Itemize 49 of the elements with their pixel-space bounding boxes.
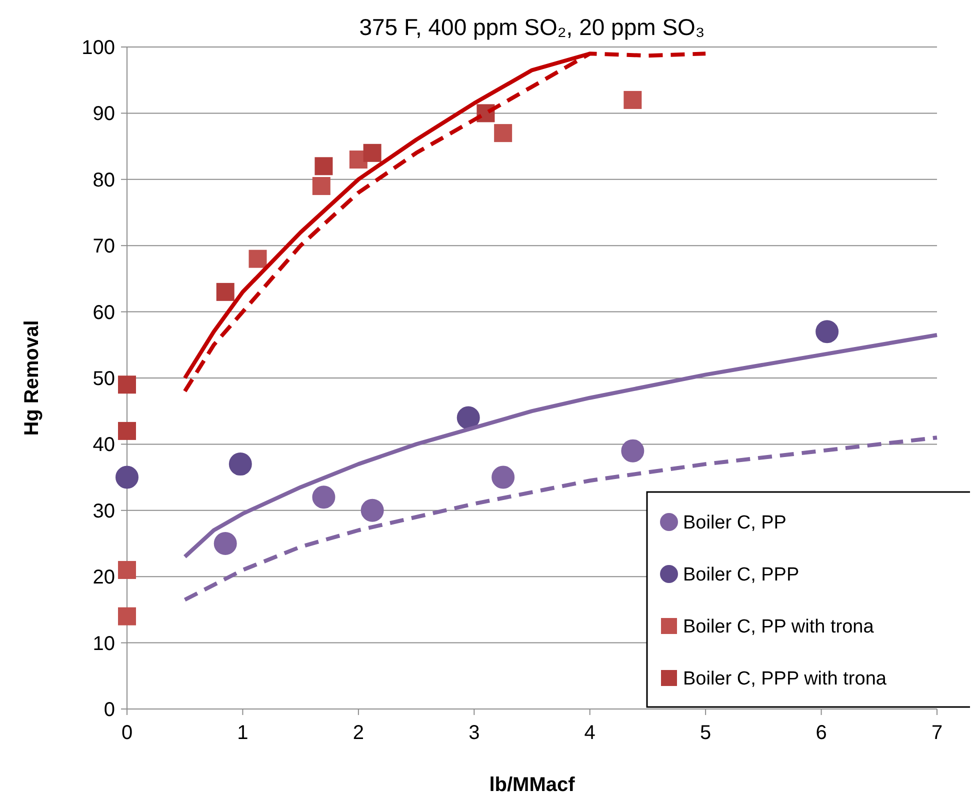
x-tick-label: 6 bbox=[816, 722, 827, 744]
point bbox=[360, 498, 384, 522]
point bbox=[216, 282, 234, 301]
x-tick-label: 7 bbox=[931, 722, 943, 744]
x-tick-label: 0 bbox=[121, 722, 133, 744]
point bbox=[312, 486, 336, 509]
point bbox=[118, 560, 136, 579]
point bbox=[816, 320, 839, 344]
legend-label: Boiler C, PPP bbox=[683, 564, 800, 586]
point bbox=[228, 452, 252, 476]
y-tick-label: 0 bbox=[104, 699, 115, 721]
y-tick-label: 100 bbox=[82, 37, 115, 59]
y-tick-label: 80 bbox=[92, 169, 115, 192]
legend-label: Boiler C, PP bbox=[683, 512, 786, 534]
point bbox=[118, 422, 136, 440]
point bbox=[116, 466, 138, 489]
y-tick-label: 10 bbox=[92, 632, 115, 655]
x-tick-label: 5 bbox=[700, 722, 712, 744]
point bbox=[312, 177, 330, 196]
x-tick-label: 1 bbox=[237, 722, 248, 744]
legend-label: Boiler C, PPP with trona bbox=[683, 668, 887, 690]
y-axis-title: Hg Removal bbox=[21, 320, 43, 436]
point bbox=[494, 124, 512, 142]
point bbox=[624, 90, 642, 109]
y-tick-label: 50 bbox=[92, 368, 115, 390]
y-tick-label: 60 bbox=[92, 302, 115, 324]
y-tick-label: 40 bbox=[92, 434, 115, 456]
point bbox=[248, 250, 267, 268]
y-tick-label: 90 bbox=[92, 103, 115, 126]
point bbox=[621, 439, 644, 462]
y-tick-label: 70 bbox=[92, 236, 115, 258]
line-series bbox=[182, 332, 939, 559]
point bbox=[363, 144, 382, 162]
x-tick-label: 3 bbox=[468, 722, 480, 744]
chart-title: 375 F, 400 ppm SO₂, 20 ppm SO₃ bbox=[359, 14, 705, 40]
point bbox=[456, 406, 480, 430]
line-series bbox=[182, 436, 939, 602]
y-tick-label: 30 bbox=[92, 500, 115, 522]
point bbox=[492, 466, 515, 489]
x-axis-title: lb/MMacf bbox=[489, 774, 576, 796]
point bbox=[118, 607, 136, 626]
y-tick-label: 20 bbox=[92, 566, 115, 589]
line-series bbox=[182, 52, 708, 394]
point bbox=[214, 532, 237, 555]
x-tick-label: 4 bbox=[584, 722, 596, 744]
legend-label: Boiler C, PP with trona bbox=[683, 616, 874, 638]
point bbox=[118, 376, 136, 394]
point bbox=[314, 157, 333, 176]
x-tick-label: 2 bbox=[352, 722, 364, 744]
